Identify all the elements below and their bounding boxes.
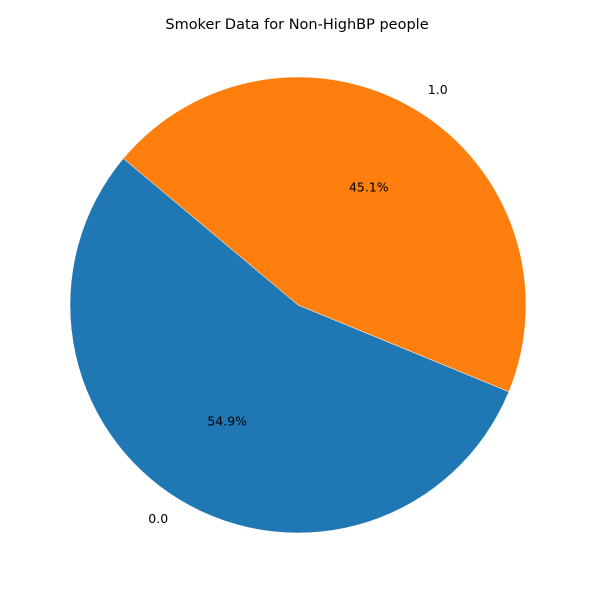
pie-slice-1.0 [122, 76, 527, 393]
percent-label-0.0: 54.9% [207, 414, 247, 429]
percent-label-1.0: 45.1% [349, 180, 389, 195]
pie-slice-0.0 [69, 158, 510, 534]
slice-label-1.0: 1.0 [428, 82, 448, 97]
pie-labels: 0.0 54.9% 1.0 45.1% [148, 82, 447, 526]
pie-slices [69, 76, 527, 534]
chart-title: Smoker Data for Non-HighBP people [165, 17, 428, 33]
slice-label-0.0: 0.0 [148, 511, 168, 526]
